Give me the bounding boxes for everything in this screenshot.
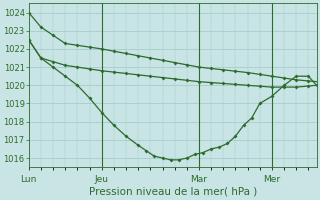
X-axis label: Pression niveau de la mer( hPa ): Pression niveau de la mer( hPa ) <box>89 187 257 197</box>
